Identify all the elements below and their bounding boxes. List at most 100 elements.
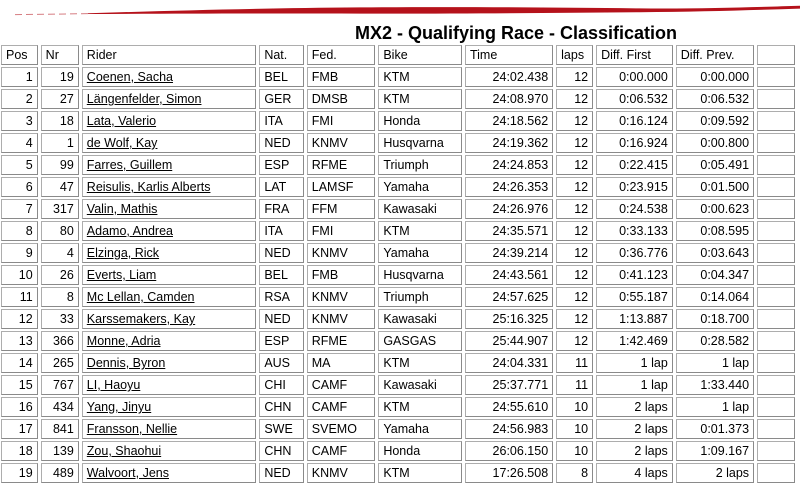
rider-link[interactable]: Fransson, Nellie [86, 422, 178, 436]
cell-cutoff [757, 199, 795, 219]
cell-cutoff [757, 463, 795, 483]
cell-time: 25:44.907 [464, 331, 554, 351]
cell-pos: 2 [1, 89, 38, 109]
table-row: 10 26 Everts, Liam BEL FMB Husqvarna 24:43.561… [1, 265, 795, 285]
cell-diff-first: 4 laps [596, 463, 673, 483]
cell-rider: Zou, Shaohui [81, 441, 257, 461]
cell-fed: MA [306, 353, 376, 373]
cell-rider: Lata, Valerio [81, 111, 257, 131]
cell-cutoff [757, 331, 795, 351]
cell-fed: DMSB [306, 89, 376, 109]
cell-diff-prev: 0:18.700 [675, 309, 755, 329]
cell-diff-prev: 1 lap [675, 353, 755, 373]
cell-nr: 33 [40, 309, 79, 329]
cell-nr: 366 [40, 331, 79, 351]
table-row: 15 767 LI, Haoyu CHI CAMF Kawasaki 25:37.771 11… [1, 375, 795, 395]
cell-cutoff [757, 177, 795, 197]
cell-bike: KTM [378, 397, 462, 417]
table-row: 4 1 de Wolf, Kay NED KNMV Husqvarna 24:19.362 1… [1, 133, 795, 153]
rider-link[interactable]: Farres, Guillem [86, 158, 173, 172]
cell-diff-prev: 0:04.347 [675, 265, 755, 285]
cell-pos: 1 [1, 67, 38, 87]
cell-diff-first: 0:16.924 [596, 133, 673, 153]
cell-time: 24:08.970 [464, 89, 554, 109]
cell-nr: 99 [40, 155, 79, 175]
cell-time: 25:37.771 [464, 375, 554, 395]
table-row: 11 8 Mc Lellan, Camden RSA KNMV Triumph 24:57.… [1, 287, 795, 307]
rider-link[interactable]: Lata, Valerio [86, 114, 157, 128]
rider-link[interactable]: Dennis, Byron [86, 356, 166, 370]
cell-bike: Kawasaki [378, 309, 462, 329]
cell-nr: 27 [40, 89, 79, 109]
cell-diff-first: 0:22.415 [596, 155, 673, 175]
rider-link[interactable]: Zou, Shaohui [86, 444, 162, 458]
rider-link[interactable]: Everts, Liam [86, 268, 157, 282]
rider-link[interactable]: Mc Lellan, Camden [86, 290, 195, 304]
cell-fed: LAMSF [306, 177, 376, 197]
rider-link[interactable]: Adamo, Andrea [86, 224, 173, 238]
cell-nr: 489 [40, 463, 79, 483]
cell-nat: NED [259, 133, 304, 153]
cell-laps: 10 [556, 441, 594, 461]
cell-diff-first: 0:23.915 [596, 177, 673, 197]
cell-diff-prev: 0:00.800 [675, 133, 755, 153]
cell-pos: 14 [1, 353, 38, 373]
cell-diff-first: 0:33.133 [596, 221, 673, 241]
cell-diff-first: 1 lap [596, 353, 673, 373]
cell-nr: 1 [40, 133, 79, 153]
cell-nr: 317 [40, 199, 79, 219]
cell-bike: Husqvarna [378, 265, 462, 285]
cell-bike: Triumph [378, 155, 462, 175]
table-row: 6 47 Reisulis, Karlis Alberts LAT LAMSF Yamah… [1, 177, 795, 197]
rider-link[interactable]: de Wolf, Kay [86, 136, 158, 150]
cell-laps: 12 [556, 111, 594, 131]
cell-diff-first: 2 laps [596, 441, 673, 461]
page-title: MX2 - Qualifying Race - Classification [354, 23, 678, 43]
cell-fed: FFM [306, 199, 376, 219]
rider-link[interactable]: Monne, Adria [86, 334, 161, 348]
cell-diff-prev: 0:28.582 [675, 331, 755, 351]
rider-link[interactable]: Yang, Jinyu [86, 400, 152, 414]
cell-nr: 47 [40, 177, 79, 197]
cell-laps: 11 [556, 375, 594, 395]
table-row: 18 139 Zou, Shaohui CHN CAMF Honda 26:06.150 10… [1, 441, 795, 461]
cell-pos: 16 [1, 397, 38, 417]
cell-nat: AUS [259, 353, 304, 373]
cell-cutoff [757, 133, 795, 153]
rider-link[interactable]: Karssemakers, Kay [86, 312, 196, 326]
cell-bike: Honda [378, 111, 462, 131]
rider-link[interactable]: Längenfelder, Simon [86, 92, 202, 106]
cell-diff-prev: 0:00.623 [675, 199, 755, 219]
cell-bike: Honda [378, 441, 462, 461]
rider-link[interactable]: Walvoort, Jens [86, 466, 169, 480]
rider-link[interactable]: Valin, Mathis [86, 202, 158, 216]
column-header-laps: laps [556, 45, 594, 65]
cell-laps: 11 [556, 353, 594, 373]
cell-bike: KTM [378, 463, 462, 483]
cell-diff-prev: 0:06.532 [675, 89, 755, 109]
rider-link[interactable]: Coenen, Sacha [86, 70, 173, 84]
cell-rider: Reisulis, Karlis Alberts [81, 177, 257, 197]
cell-fed: KNMV [306, 463, 376, 483]
rider-link[interactable]: Elzinga, Rick [86, 246, 160, 260]
cell-fed: SVEMO [306, 419, 376, 439]
rider-link[interactable]: LI, Haoyu [86, 378, 141, 392]
cell-time: 24:18.562 [464, 111, 554, 131]
rider-link[interactable]: Reisulis, Karlis Alberts [86, 180, 211, 194]
cell-rider: Mc Lellan, Camden [81, 287, 257, 307]
cell-diff-prev: 0:00.000 [675, 67, 755, 87]
cell-laps: 12 [556, 89, 594, 109]
cell-diff-prev: 1 lap [675, 397, 755, 417]
cell-laps: 10 [556, 397, 594, 417]
cell-bike: GASGAS [378, 331, 462, 351]
cell-cutoff [757, 265, 795, 285]
cell-nr: 767 [40, 375, 79, 395]
cell-bike: KTM [378, 67, 462, 87]
table-row: 1 19 Coenen, Sacha BEL FMB KTM 24:02.438 12 0:00… [1, 67, 795, 87]
cell-rider: Valin, Mathis [81, 199, 257, 219]
cell-cutoff [757, 243, 795, 263]
cell-nat: BEL [259, 67, 304, 87]
cell-time: 24:19.362 [464, 133, 554, 153]
cell-nat: LAT [259, 177, 304, 197]
cell-fed: FMB [306, 67, 376, 87]
